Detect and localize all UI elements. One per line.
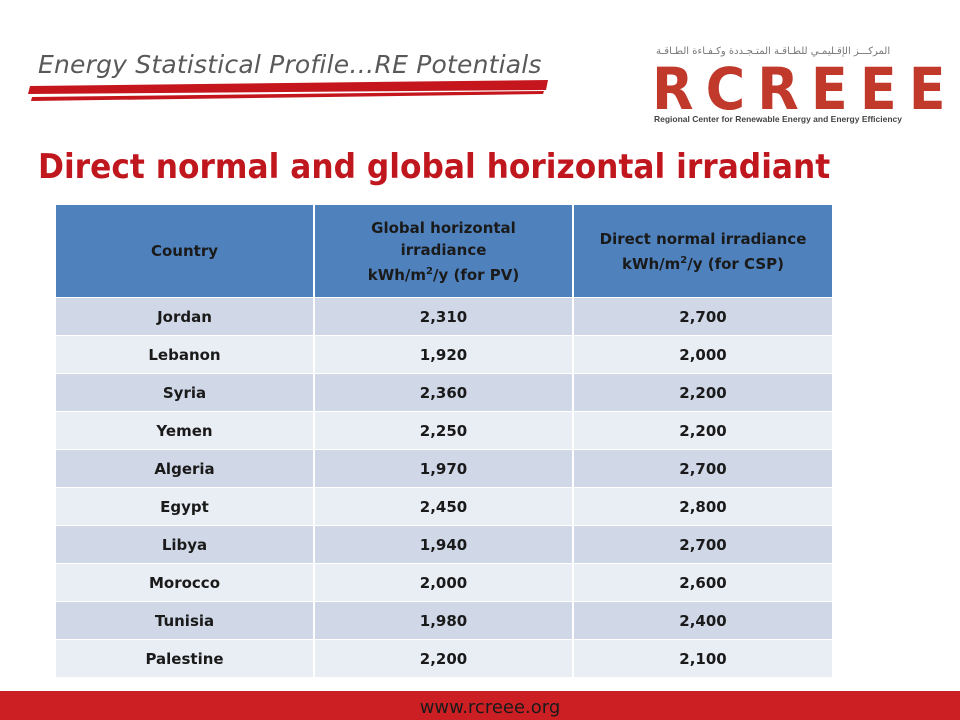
cell-global-horizontal: 2,250	[314, 411, 574, 450]
cell-global-horizontal: 1,940	[314, 525, 574, 564]
logo-caption: Regional Center for Renewable Energy and…	[654, 114, 902, 124]
table-row: Morocco 2,000 2,600	[56, 563, 832, 602]
table-row: Yemen 2,250 2,200	[56, 411, 832, 450]
header-direct-normal: Direct normal irradiance kWh/m2/y (for C…	[573, 205, 832, 298]
cell-global-horizontal: 2,310	[314, 297, 574, 336]
cell-global-horizontal: 1,970	[314, 449, 574, 488]
cell-country: Tunisia	[56, 601, 315, 640]
cell-direct-normal: 2,400	[573, 601, 832, 640]
cell-direct-normal: 2,800	[573, 487, 832, 526]
logo-wordmark: RCREEE	[652, 55, 958, 123]
cell-country: Morocco	[56, 563, 315, 602]
header-country: Country	[56, 205, 315, 298]
cell-country: Syria	[56, 373, 315, 412]
header-global-horizontal: Global horizontal irradiance kWh/m2/y (f…	[314, 205, 574, 298]
cell-country: Palestine	[56, 639, 315, 677]
table-row: Tunisia 1,980 2,400	[56, 601, 832, 640]
table-header-row: Country Global horizontal irradiance kWh…	[56, 205, 832, 298]
cell-direct-normal: 2,100	[573, 639, 832, 677]
cell-direct-normal: 2,200	[573, 373, 832, 412]
rcreee-logo: المركـــز الإقـليمـي للطـاقـة المتـجـددة…	[640, 46, 946, 130]
cell-country: Egypt	[56, 487, 315, 526]
table-body: Jordan 2,310 2,700 Lebanon 1,920 2,000 Syria 2,…	[56, 297, 832, 677]
subtitle-underline-decoration	[28, 80, 548, 101]
cell-global-horizontal: 1,920	[314, 335, 574, 374]
cell-global-horizontal: 2,450	[314, 487, 574, 526]
table-row: Egypt 2,450 2,800	[56, 487, 832, 526]
cell-country: Lebanon	[56, 335, 315, 374]
footer-website-link[interactable]: www.rcreee.org	[419, 697, 561, 718]
cell-global-horizontal: 2,000	[314, 563, 574, 602]
cell-direct-normal: 2,700	[573, 525, 832, 564]
cell-direct-normal: 2,600	[573, 563, 832, 602]
irradiance-table: Country Global horizontal irradiance kWh…	[56, 205, 832, 677]
table-row: Syria 2,360 2,200	[56, 373, 832, 412]
footer-bar	[0, 691, 960, 720]
table-row: Lebanon 1,920 2,000	[56, 335, 832, 374]
cell-direct-normal: 2,700	[573, 449, 832, 488]
cell-direct-normal: 2,200	[573, 411, 832, 450]
cell-country: Algeria	[56, 449, 315, 488]
cell-direct-normal: 2,700	[573, 297, 832, 336]
cell-country: Libya	[56, 525, 315, 564]
table-row: Libya 1,940 2,700	[56, 525, 832, 564]
table-row: Palestine 2,200 2,100	[56, 639, 832, 677]
cell-global-horizontal: 2,200	[314, 639, 574, 677]
section-subtitle: Energy Statistical Profile…RE Potentials	[38, 50, 542, 79]
page-title: Direct normal and global horizontal irra…	[38, 147, 831, 187]
logo-arabic-text: المركـــز الإقـليمـي للطـاقـة المتـجـددة…	[656, 46, 891, 57]
cell-global-horizontal: 1,980	[314, 601, 574, 640]
table-row: Algeria 1,970 2,700	[56, 449, 832, 488]
cell-direct-normal: 2,000	[573, 335, 832, 374]
cell-country: Yemen	[56, 411, 315, 450]
cell-country: Jordan	[56, 297, 315, 336]
cell-global-horizontal: 2,360	[314, 373, 574, 412]
table-row: Jordan 2,310 2,700	[56, 297, 832, 336]
